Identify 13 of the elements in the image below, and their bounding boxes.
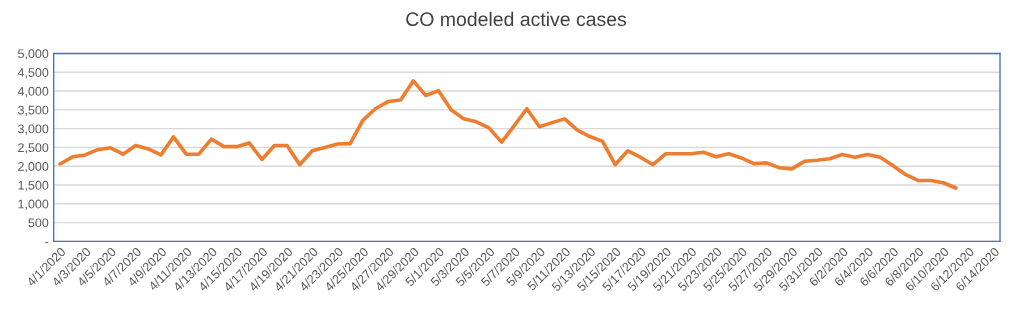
y-tick-label: 1,000 bbox=[18, 199, 49, 210]
y-tick-label: 2,000 bbox=[18, 162, 49, 173]
y-tick-label: 1,500 bbox=[18, 180, 49, 192]
line-series bbox=[58, 79, 958, 190]
chart-title: CO modeled active cases bbox=[406, 11, 627, 27]
y-tick-label: 3,000 bbox=[18, 124, 49, 135]
y-tick-label: - bbox=[45, 242, 49, 244]
y-tick-label: 5,000 bbox=[18, 49, 49, 60]
y-tick-label: 4,000 bbox=[17, 86, 49, 98]
y-tick-label: 4,500 bbox=[17, 68, 49, 79]
y-tick-label: 500 bbox=[28, 218, 49, 228]
y-tick-label: 2,500 bbox=[18, 143, 49, 154]
y-tick-label: 3,500 bbox=[18, 105, 49, 116]
